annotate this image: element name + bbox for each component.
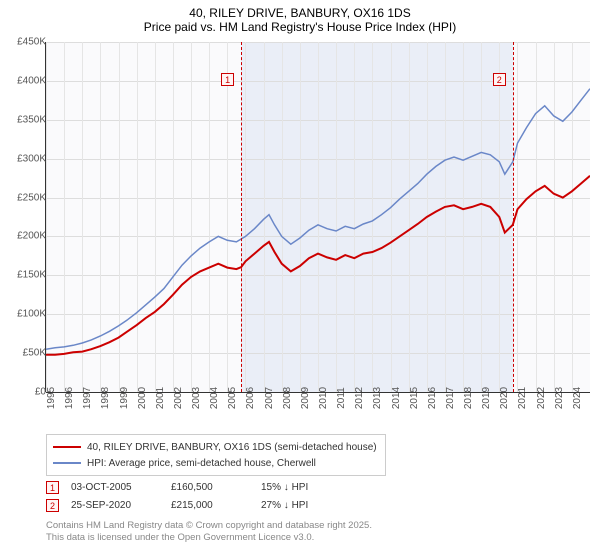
chart-subtitle: Price paid vs. HM Land Registry's House … xyxy=(0,20,600,34)
y-axis-label: £100K xyxy=(0,309,46,320)
marker-table-price: £215,000 xyxy=(171,500,261,511)
caption-line-1: Contains HM Land Registry data © Crown c… xyxy=(46,520,372,532)
marker-table-pct: 27% ↓ HPI xyxy=(261,500,361,511)
series-hpi xyxy=(46,89,590,350)
marker-line xyxy=(513,42,514,392)
x-axis xyxy=(46,392,590,393)
y-axis-label: £300K xyxy=(0,153,46,164)
y-axis-label: £400K xyxy=(0,75,46,86)
chart-container: 40, RILEY DRIVE, BANBURY, OX16 1DS Price… xyxy=(0,0,600,560)
legend-swatch xyxy=(53,446,81,448)
marker-table-box: 2 xyxy=(46,499,59,512)
y-axis-label: £50K xyxy=(0,348,46,359)
legend-label: 40, RILEY DRIVE, BANBURY, OX16 1DS (semi… xyxy=(87,442,377,453)
caption-line-2: This data is licensed under the Open Gov… xyxy=(46,532,372,544)
marker-table-row: 2 25-SEP-2020£215,00027% ↓ HPI xyxy=(46,496,361,514)
marker-table-box: 1 xyxy=(46,481,59,494)
y-axis-label: £450K xyxy=(0,37,46,48)
marker-line xyxy=(241,42,242,392)
legend-row: HPI: Average price, semi-detached house,… xyxy=(53,455,379,471)
series-price_paid xyxy=(46,176,590,355)
title-block: 40, RILEY DRIVE, BANBURY, OX16 1DS Price… xyxy=(0,0,600,36)
y-axis-label: £0 xyxy=(0,387,46,398)
y-axis-label: £250K xyxy=(0,192,46,203)
y-axis-label: £350K xyxy=(0,114,46,125)
y-axis-label: £200K xyxy=(0,231,46,242)
marker-table-row: 1 03-OCT-2005£160,50015% ↓ HPI xyxy=(46,478,361,496)
chart-plot-area: 1995199619971998199920002001200220032004… xyxy=(46,42,590,392)
marker-table-pct: 15% ↓ HPI xyxy=(261,482,361,493)
chart-title: 40, RILEY DRIVE, BANBURY, OX16 1DS xyxy=(0,6,600,20)
marker-box: 2 xyxy=(493,73,506,86)
chart-caption: Contains HM Land Registry data © Crown c… xyxy=(46,520,372,545)
marker-table-date: 03-OCT-2005 xyxy=(71,482,171,493)
marker-table-date: 25-SEP-2020 xyxy=(71,500,171,511)
legend-swatch xyxy=(53,462,81,464)
chart-lines xyxy=(46,42,590,392)
marker-table: 1 03-OCT-2005£160,50015% ↓ HPI 2 25-SEP-202… xyxy=(46,478,361,514)
marker-box: 1 xyxy=(221,73,234,86)
marker-table-price: £160,500 xyxy=(171,482,261,493)
legend-row: 40, RILEY DRIVE, BANBURY, OX16 1DS (semi… xyxy=(53,439,379,455)
legend-label: HPI: Average price, semi-detached house,… xyxy=(87,458,316,469)
y-axis-label: £150K xyxy=(0,270,46,281)
legend: 40, RILEY DRIVE, BANBURY, OX16 1DS (semi… xyxy=(46,434,386,476)
